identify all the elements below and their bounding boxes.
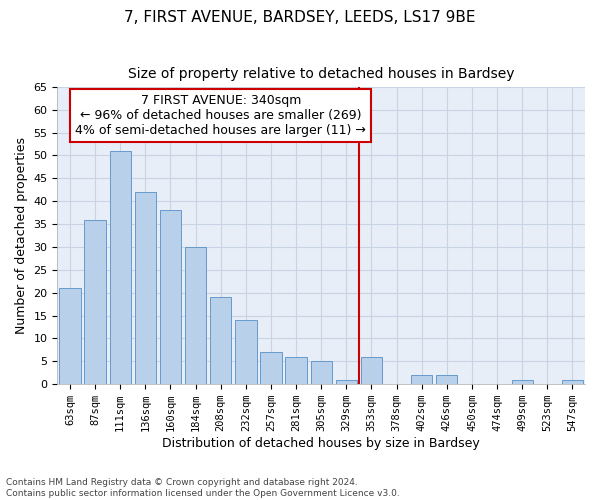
Title: Size of property relative to detached houses in Bardsey: Size of property relative to detached ho… — [128, 68, 514, 82]
Bar — [361, 357, 382, 384]
Bar — [562, 380, 583, 384]
Bar — [311, 362, 332, 384]
Bar — [335, 380, 357, 384]
Bar — [512, 380, 533, 384]
Bar — [110, 151, 131, 384]
Bar — [85, 220, 106, 384]
Bar — [160, 210, 181, 384]
Bar — [286, 357, 307, 384]
Text: 7, FIRST AVENUE, BARDSEY, LEEDS, LS17 9BE: 7, FIRST AVENUE, BARDSEY, LEEDS, LS17 9B… — [124, 10, 476, 25]
Bar — [260, 352, 281, 384]
Bar — [59, 288, 80, 384]
X-axis label: Distribution of detached houses by size in Bardsey: Distribution of detached houses by size … — [163, 437, 480, 450]
Bar — [210, 298, 232, 384]
Text: 7 FIRST AVENUE: 340sqm
← 96% of detached houses are smaller (269)
4% of semi-det: 7 FIRST AVENUE: 340sqm ← 96% of detached… — [75, 94, 366, 136]
Bar — [134, 192, 156, 384]
Text: Contains HM Land Registry data © Crown copyright and database right 2024.
Contai: Contains HM Land Registry data © Crown c… — [6, 478, 400, 498]
Y-axis label: Number of detached properties: Number of detached properties — [15, 137, 28, 334]
Bar — [411, 375, 433, 384]
Bar — [185, 247, 206, 384]
Bar — [235, 320, 257, 384]
Bar — [436, 375, 457, 384]
